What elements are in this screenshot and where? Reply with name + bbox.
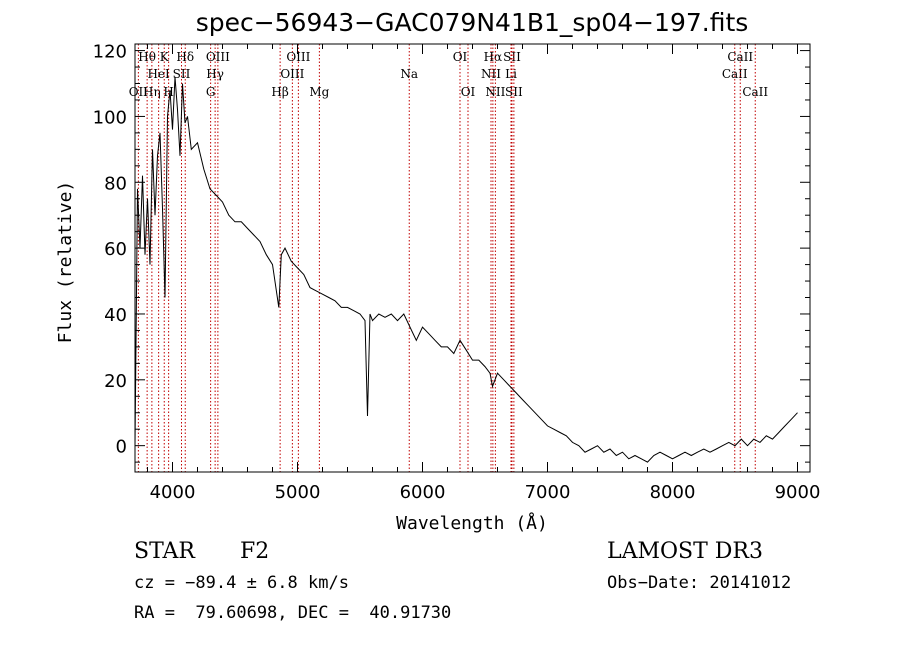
line-label: Hα bbox=[484, 50, 503, 64]
y-tick-label: 60 bbox=[104, 239, 127, 260]
y-tick-label: 80 bbox=[104, 173, 127, 194]
line-label: Hθ bbox=[138, 50, 156, 64]
y-tick-label: 40 bbox=[104, 305, 127, 326]
line-label: SII bbox=[503, 50, 521, 64]
line-label: Na bbox=[400, 67, 418, 81]
survey-name: LAMOST DR3 bbox=[607, 539, 763, 564]
line-label: HeI bbox=[147, 67, 170, 81]
object-class: STAR bbox=[134, 539, 195, 564]
x-tick-label: 4000 bbox=[150, 482, 196, 503]
axes: 4000 5000 6000 7000 8000 9000 0 20 40 60 80 100 120 bbox=[93, 42, 821, 503]
plot-frame bbox=[134, 43, 811, 473]
spectral-line-markers: HθOIIHηHeIKHSIIHδGHγOIIIHβOIIIOIIIMgNaOI… bbox=[129, 44, 768, 472]
line-label: NII bbox=[481, 67, 501, 81]
observation-date: Obs−Date: 20141012 bbox=[607, 573, 792, 593]
x-axis-label: Wavelength (Å) bbox=[396, 512, 548, 534]
redshift-velocity: cz = −89.4 ± 6.8 km/s bbox=[134, 573, 349, 593]
y-tick-label: 120 bbox=[93, 42, 127, 63]
line-label: H bbox=[163, 85, 173, 99]
line-label: K bbox=[160, 50, 170, 64]
coordinates: RA = 79.60698, DEC = 40.91730 bbox=[134, 603, 452, 623]
line-label: CaII bbox=[742, 85, 768, 99]
object-subclass: F2 bbox=[240, 539, 270, 564]
line-label: OI bbox=[453, 50, 468, 64]
line-label: Hη bbox=[143, 85, 161, 99]
y-tick-label: 20 bbox=[104, 371, 127, 392]
line-label: OII bbox=[129, 85, 149, 99]
line-label: SII bbox=[505, 85, 523, 99]
line-label: Hγ bbox=[206, 67, 224, 81]
y-tick-label: 0 bbox=[116, 437, 127, 458]
line-label: CaII bbox=[727, 50, 753, 64]
x-tick-label: 9000 bbox=[775, 482, 821, 503]
line-label: OI bbox=[461, 85, 476, 99]
line-label: NII bbox=[485, 85, 505, 99]
line-label: SII bbox=[173, 67, 191, 81]
y-tick-label: 100 bbox=[93, 107, 127, 128]
line-label: OIII bbox=[280, 67, 304, 81]
x-tick-label: 7000 bbox=[525, 482, 571, 503]
x-tick-label: 6000 bbox=[400, 482, 446, 503]
y-axis-label: Flux (relative) bbox=[55, 181, 76, 344]
line-label: Hδ bbox=[176, 50, 194, 64]
line-label: Hβ bbox=[271, 85, 288, 99]
x-tick-label: 5000 bbox=[275, 482, 321, 503]
line-label: OIII bbox=[206, 50, 230, 64]
chart-title: spec−56943−GAC079N41B1_sp04−197.fits bbox=[196, 8, 749, 37]
line-label: Li bbox=[505, 67, 517, 81]
line-label: Mg bbox=[309, 85, 329, 99]
x-tick-label: 8000 bbox=[650, 482, 696, 503]
line-label: CaII bbox=[722, 67, 748, 81]
line-label: OIII bbox=[286, 50, 310, 64]
line-label: G bbox=[206, 85, 216, 99]
spectrum-chart: spec−56943−GAC079N41B1_sp04−197.fits Hθ O… bbox=[55, 8, 821, 534]
spectrum-line bbox=[134, 76, 798, 463]
